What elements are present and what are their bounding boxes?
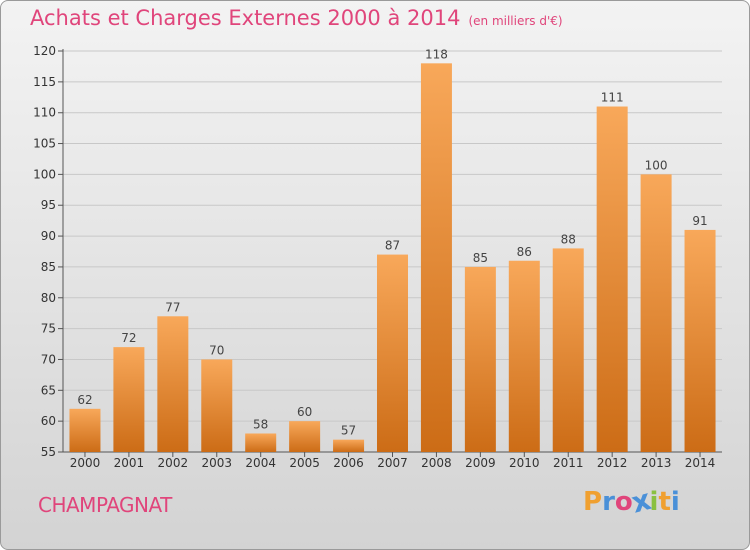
bar-2005 [289,421,321,452]
logo-letter: r [602,487,615,517]
bar-2013 [640,174,672,452]
x-tick-label: 2004 [245,456,276,470]
y-tick-label: 95 [41,198,56,212]
x-tick-label: 2008 [421,456,452,470]
data-label: 60 [297,405,312,419]
bars [69,63,716,453]
y-tick-label: 55 [41,445,56,459]
bar-2002 [157,316,189,452]
chart-title-text: Achats et Charges Externes 2000 à 2014 [30,6,461,30]
commune-name: CHAMPAGNAT [38,493,172,517]
x-tick-label: 2007 [377,456,408,470]
bar-2014 [684,229,716,452]
y-tick-label: 90 [41,229,56,243]
x-tick-label: 2002 [158,456,189,470]
y-tick-label: 85 [41,260,56,274]
data-label: 111 [601,91,624,105]
data-label: 87 [385,239,400,253]
x-tick-label: 2003 [201,456,232,470]
logo-letter: P [583,487,603,517]
y-tick-label: 70 [41,352,56,366]
data-label: 91 [692,214,707,228]
bar-2004 [245,433,277,452]
bar-2008 [420,63,452,452]
x-tick-label: 2000 [70,456,101,470]
x-tick-label: 2012 [597,456,628,470]
y-tick-label: 105 [33,137,56,151]
logo-letter: t [658,487,671,517]
y-tick-label: 65 [41,383,56,397]
labels: 2000 62 2001 72 2002 77 2003 70 2004 58 2005 60 2006… [70,47,716,470]
x-tick-label: 2010 [509,456,540,470]
bar-2011 [552,248,584,452]
data-label: 88 [561,232,576,246]
y-tick-label: 100 [33,167,56,181]
x-tick-label: 2013 [641,456,672,470]
data-label: 77 [165,300,180,314]
x-tick-label: 2005 [289,456,320,470]
x-tick-label: 2014 [685,456,716,470]
bar-2001 [113,347,145,452]
x-tick-label: 2011 [553,456,584,470]
logo-letter: o [614,487,633,517]
proxiti-logo[interactable]: Proxiti [583,484,680,521]
logo-letter: i [649,487,659,517]
x-tick-label: 2006 [333,456,364,470]
data-label: 118 [425,47,448,61]
y-tick-label: 120 [33,44,56,58]
data-label: 58 [253,417,268,431]
chart-title: Achats et Charges Externes 2000 à 2014 (e… [30,6,563,30]
data-label: 72 [121,331,136,345]
y-tick-label: 60 [41,414,56,428]
bar-2003 [201,359,233,452]
data-label: 62 [77,393,92,407]
data-label: 57 [341,424,356,438]
data-label: 85 [473,251,488,265]
y-tick-label: 110 [33,106,56,120]
chart-subtitle: (en milliers d'€) [468,14,563,28]
bar-2010 [508,260,540,452]
x-tick-label: 2009 [465,456,496,470]
data-label: 70 [209,343,224,357]
bar-2000 [69,408,101,452]
bar-2007 [377,254,408,452]
data-label: 86 [517,245,532,259]
logo-letter: i [670,487,680,517]
x-tick-label: 2001 [114,456,145,470]
bar-2009 [464,266,496,452]
y-tick-label: 80 [41,291,56,305]
data-label: 100 [645,158,668,172]
bar-2012 [596,106,628,453]
y-tick-label: 75 [41,322,56,336]
y-tick-label: 115 [33,75,56,89]
bar-2006 [333,439,365,452]
